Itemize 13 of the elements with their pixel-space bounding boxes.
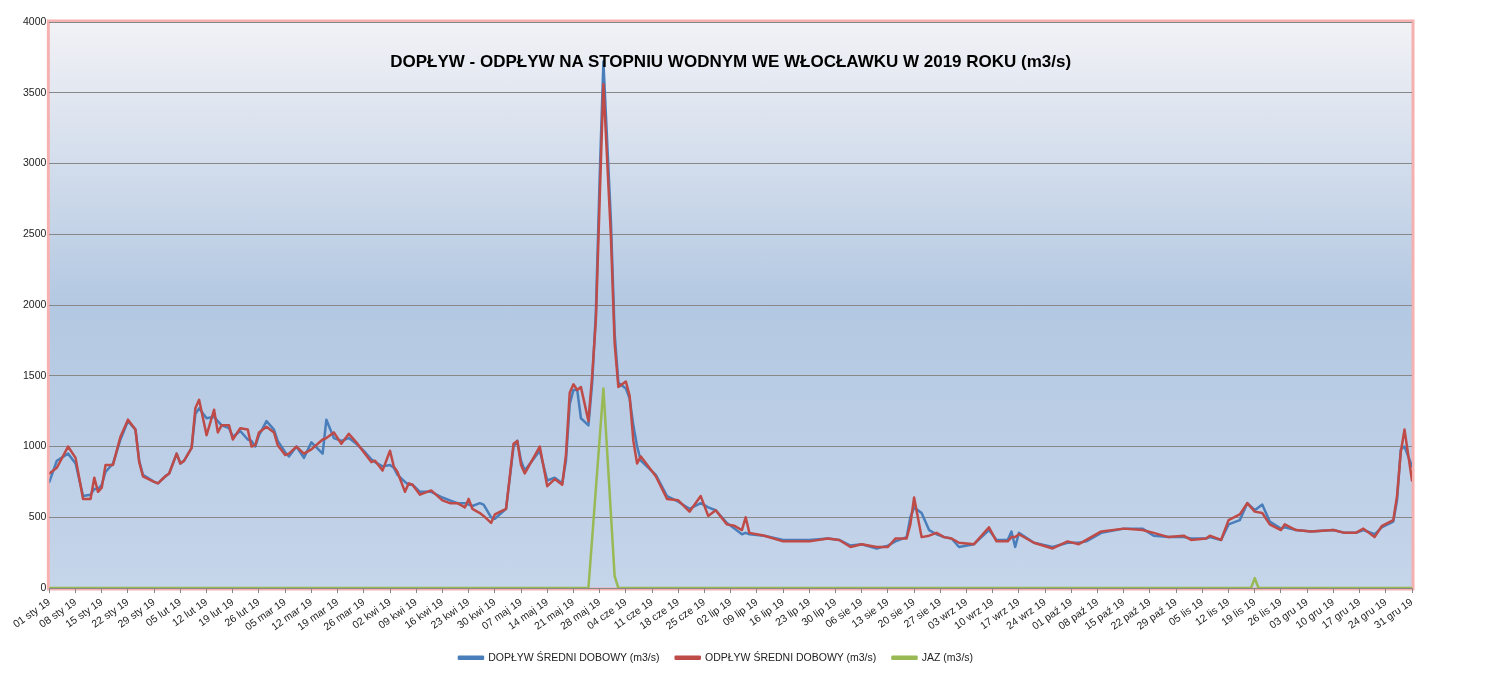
y-tick-label: 1500 <box>23 368 47 381</box>
y-tick-label: 1000 <box>23 439 47 452</box>
y-tick-label: 3000 <box>23 156 47 169</box>
legend-label: ODPŁYW ŚREDNI DOBOWY (m3/s) <box>704 650 877 663</box>
legend-label: JAZ (m3/s) <box>921 650 974 663</box>
y-tick-label: 2500 <box>23 227 47 240</box>
y-tick-label: 500 <box>28 510 47 523</box>
y-tick-label: 4000 <box>23 14 47 27</box>
y-tick-label: 0 <box>40 580 47 593</box>
text: DOPŁYW - ODPŁYW NA STOPNIU WODNYM WE WŁOCŁAWKU W 2019 ROKU (m3/s) <box>390 51 1072 71</box>
y-tick-label: 2000 <box>23 297 47 310</box>
y-tick-label: 3500 <box>23 85 47 98</box>
legend-label: DOPŁYW ŚREDNI DOBOWY (m3/s) <box>488 650 660 663</box>
